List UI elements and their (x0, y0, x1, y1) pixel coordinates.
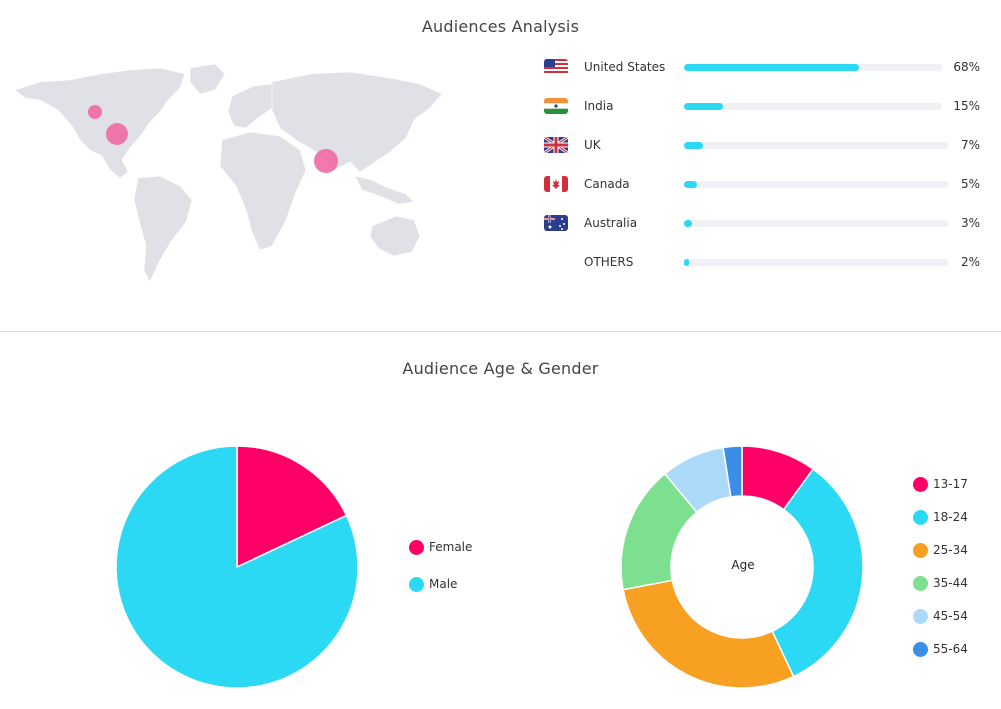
slice-18-24[interactable] (771, 468, 864, 678)
section-divider (0, 331, 1001, 332)
country-percent: 7% (960, 138, 980, 152)
country-bar-fill (684, 220, 692, 227)
legend-swatch (913, 510, 928, 525)
map-asia (271, 71, 443, 173)
country-bar-fill (684, 103, 723, 110)
map-south-america (133, 175, 193, 283)
country-bar-track (684, 103, 942, 110)
legend-label: 45-54 (933, 609, 968, 623)
legend-label: 35-44 (933, 576, 968, 590)
canada-flag-icon (544, 176, 568, 192)
map-europe (227, 83, 283, 129)
country-bar-fill (684, 259, 690, 266)
legend-swatch (409, 577, 424, 592)
country-bar-track (684, 142, 949, 149)
country-name: United States (584, 60, 666, 74)
country-bar-track (684, 181, 949, 188)
legend-swatch (409, 540, 424, 555)
legend-swatch (913, 642, 928, 657)
country-row-others: OTHERS 2% (544, 254, 984, 274)
uk-flag-icon (544, 137, 568, 153)
country-row-india: India 15% (544, 98, 984, 118)
country-row-australia: Australia 3% (544, 215, 984, 235)
map-greenland (189, 63, 226, 95)
australia-flag-icon (544, 215, 568, 231)
map-landmasses (14, 63, 443, 283)
country-name: Australia (584, 216, 638, 230)
country-percent: 3% (960, 216, 980, 230)
country-bar-fill (684, 142, 703, 149)
country-percent: 15% (953, 99, 980, 113)
legend-label: Female (429, 540, 473, 554)
donut-center-label: Age (731, 558, 755, 572)
india-bubble (314, 149, 338, 173)
map-australia (369, 215, 421, 257)
slice-25-34[interactable] (622, 579, 795, 689)
legend-label: 13-17 (933, 477, 968, 491)
canada-bubble (88, 105, 102, 119)
country-percent: 68% (953, 60, 980, 74)
legend-swatch (913, 576, 928, 591)
country-percent: 5% (960, 177, 980, 191)
legend-swatch (913, 543, 928, 558)
map-southeast-asia (354, 175, 415, 205)
us-flag-icon (544, 59, 568, 75)
slice-male[interactable] (115, 445, 359, 689)
country-row-canada: Canada 5% (544, 176, 984, 196)
country-percent: 2% (960, 255, 980, 269)
age-gender-title: Audience Age & Gender (402, 359, 599, 378)
age-donut-chart (620, 445, 864, 689)
united-states-bubble (106, 123, 128, 145)
gender-pie-chart (115, 445, 359, 689)
country-name: UK (584, 138, 601, 152)
country-name: India (584, 99, 614, 113)
country-row-united-states: United States 68% (544, 59, 984, 79)
india-flag-icon (544, 98, 568, 114)
country-bar-fill (684, 64, 860, 71)
legend-label: 55-64 (933, 642, 968, 656)
country-bar-fill (684, 181, 698, 188)
country-bar-track (684, 220, 949, 227)
legend-label: Male (429, 577, 458, 591)
legend-swatch (913, 477, 928, 492)
slice-55-64[interactable] (722, 445, 743, 498)
country-bar-track (684, 259, 949, 266)
world-map (14, 63, 443, 283)
country-name: Canada (584, 177, 630, 191)
country-row-uk: UK 7% (544, 137, 984, 157)
map-bubbles (88, 105, 338, 173)
legend-label: 25-34 (933, 543, 968, 557)
legend-label: 18-24 (933, 510, 968, 524)
legend-swatch (913, 609, 928, 624)
map-africa (219, 131, 307, 251)
slice-female[interactable] (236, 445, 348, 569)
audiences-analysis-title: Audiences Analysis (421, 17, 580, 36)
country-bar-track (684, 64, 942, 71)
country-name: OTHERS (584, 255, 634, 269)
map-north-america (14, 67, 186, 179)
